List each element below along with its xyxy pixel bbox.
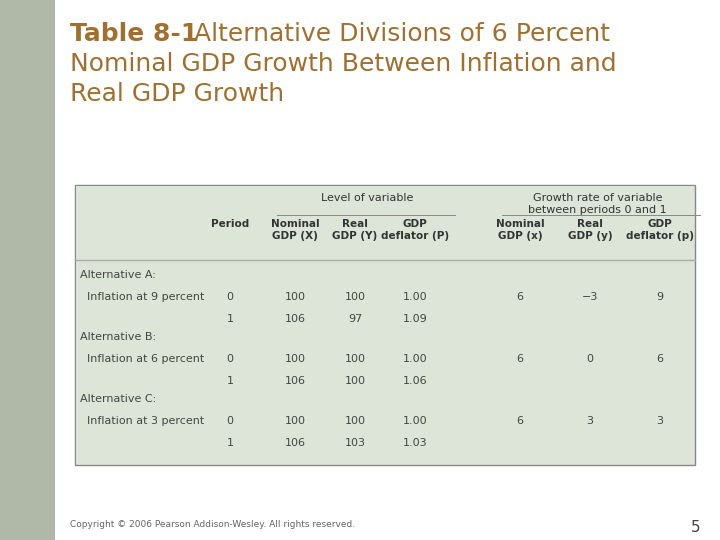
Text: 100: 100 [284, 354, 305, 364]
Text: 103: 103 [344, 438, 366, 448]
Text: 1.06: 1.06 [402, 376, 427, 386]
Text: 1: 1 [227, 314, 233, 324]
Text: 100: 100 [344, 376, 366, 386]
Text: GDP
deflator (P): GDP deflator (P) [381, 219, 449, 241]
Text: Alternative B:: Alternative B: [80, 332, 156, 342]
Text: 6: 6 [516, 292, 523, 302]
Text: 106: 106 [284, 314, 305, 324]
Text: 0: 0 [227, 416, 233, 426]
Text: 106: 106 [284, 438, 305, 448]
Text: 0: 0 [587, 354, 593, 364]
Text: 6: 6 [516, 416, 523, 426]
Text: 1: 1 [227, 438, 233, 448]
Text: Level of variable: Level of variable [321, 193, 414, 203]
Text: 1.00: 1.00 [402, 354, 427, 364]
Text: 100: 100 [344, 416, 366, 426]
Text: Inflation at 6 percent: Inflation at 6 percent [80, 354, 204, 364]
Text: 1.00: 1.00 [402, 292, 427, 302]
Text: 0: 0 [227, 292, 233, 302]
Text: 97: 97 [348, 314, 362, 324]
Text: Inflation at 3 percent: Inflation at 3 percent [80, 416, 204, 426]
Text: GDP
deflator (p): GDP deflator (p) [626, 219, 694, 241]
Text: Real
GDP (y): Real GDP (y) [567, 219, 612, 241]
Text: 5: 5 [690, 520, 700, 535]
Text: Period: Period [211, 219, 249, 229]
Bar [75, 185, 695, 465]
Text: Real GDP Growth: Real GDP Growth [70, 82, 284, 106]
Text: Alternative C:: Alternative C: [80, 394, 156, 404]
Text: Real
GDP (Y): Real GDP (Y) [333, 219, 377, 241]
Text: 1.09: 1.09 [402, 314, 428, 324]
Text: 100: 100 [284, 416, 305, 426]
Text: 6: 6 [516, 354, 523, 364]
Text: 0: 0 [227, 354, 233, 364]
Text: 100: 100 [344, 354, 366, 364]
Text: Alternative Divisions of 6 Percent: Alternative Divisions of 6 Percent [178, 22, 610, 46]
Text: 1: 1 [227, 376, 233, 386]
Text: 100: 100 [284, 292, 305, 302]
Text: Nominal
GDP (x): Nominal GDP (x) [495, 219, 544, 241]
Text: 106: 106 [284, 376, 305, 386]
Text: 100: 100 [344, 292, 366, 302]
Text: Copyright © 2006 Pearson Addison-Wesley. All rights reserved.: Copyright © 2006 Pearson Addison-Wesley.… [70, 520, 355, 529]
Text: 1.00: 1.00 [402, 416, 427, 426]
Bar [0, 0, 55, 540]
Text: Inflation at 9 percent: Inflation at 9 percent [80, 292, 204, 302]
Text: −3: −3 [582, 292, 598, 302]
Text: Nominal
GDP (X): Nominal GDP (X) [271, 219, 319, 241]
Text: Table 8-1: Table 8-1 [70, 22, 198, 46]
Text: Growth rate of variable
between periods 0 and 1: Growth rate of variable between periods … [528, 193, 667, 214]
Text: 3: 3 [657, 416, 664, 426]
Text: 3: 3 [587, 416, 593, 426]
Bar [76, 186, 694, 464]
Text: 1.03: 1.03 [402, 438, 427, 448]
Text: 6: 6 [657, 354, 664, 364]
Text: 9: 9 [657, 292, 664, 302]
Text: Alternative A:: Alternative A: [80, 270, 156, 280]
Text: Nominal GDP Growth Between Inflation and: Nominal GDP Growth Between Inflation and [70, 52, 616, 76]
